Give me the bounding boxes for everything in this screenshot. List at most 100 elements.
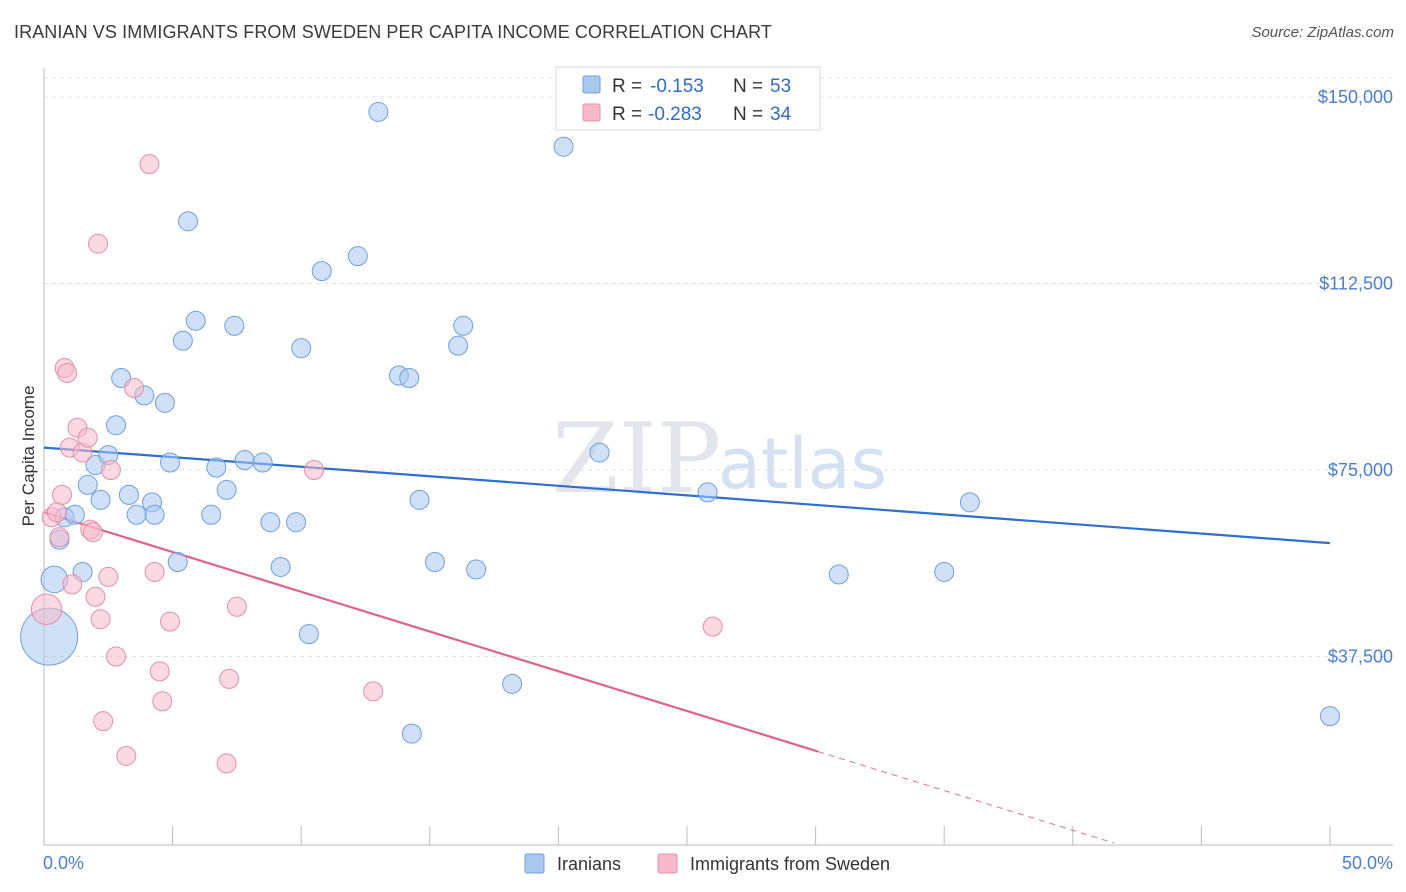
point-sweden: [90, 609, 111, 630]
legend-r-label: R =: [612, 76, 642, 97]
x-tick-label-max: 50.0%: [1342, 853, 1393, 873]
watermark-zip: ZIP: [552, 403, 721, 515]
point-sweden: [160, 611, 181, 632]
legend-swatch-iranians: [582, 75, 601, 94]
point-iranians: [178, 211, 199, 232]
point-iranians: [106, 415, 127, 436]
point-sweden: [144, 561, 165, 582]
point-sweden: [62, 574, 83, 595]
point-iranians: [502, 673, 523, 694]
x-tick-label-min: 0.0%: [43, 853, 84, 873]
point-iranians: [298, 624, 319, 645]
point-sweden: [88, 233, 109, 254]
point-iranians: [291, 338, 312, 359]
point-sweden: [93, 711, 114, 732]
point-iranians: [959, 492, 980, 513]
point-sweden: [52, 484, 73, 505]
y-tick-label: $75,000: [1328, 460, 1393, 480]
point-iranians: [206, 457, 227, 478]
point-iranians: [448, 335, 469, 356]
point-sweden: [85, 586, 106, 607]
point-iranians: [697, 482, 718, 503]
point-sweden: [49, 527, 70, 548]
legend-label-sweden: Immigrants from Sweden: [690, 854, 890, 874]
point-iranians: [828, 564, 849, 585]
legend-r-value: -0.153: [650, 76, 704, 97]
y-tick-label: $112,500: [1319, 274, 1393, 294]
point-sweden: [226, 596, 247, 617]
point-iranians: [77, 474, 98, 495]
point-iranians: [368, 101, 389, 122]
trend-line: [43, 511, 819, 753]
point-iranians: [234, 450, 255, 471]
legend-top: R = -0.153 N = 53 R = -0.283 N = 34: [555, 66, 821, 131]
point-sweden: [116, 745, 137, 766]
point-sweden: [702, 616, 723, 637]
grid-lines: [44, 77, 1393, 657]
point-iranians: [154, 392, 175, 413]
point-iranians: [401, 723, 422, 744]
legend-n-value: 53: [770, 76, 791, 97]
y-axis-title: Per Capita Income: [19, 386, 38, 527]
legend-label-iranians: Iranians: [557, 854, 621, 874]
point-iranians: [286, 512, 307, 533]
point-iranians: [589, 442, 610, 463]
point-iranians: [160, 452, 181, 473]
trend-line-extension: [817, 750, 1115, 844]
point-sweden: [219, 668, 240, 689]
point-sweden: [82, 522, 103, 543]
y-tick-label: $37,500: [1328, 647, 1393, 667]
point-sweden: [98, 566, 119, 587]
source-label: Source: ZipAtlas.com: [1251, 24, 1394, 41]
point-sweden: [46, 502, 67, 523]
legend-n-label: N =: [733, 104, 763, 125]
legend-r-label: R =: [612, 104, 642, 125]
legend-swatch-iranians: [524, 853, 545, 874]
point-sweden: [124, 377, 145, 398]
point-iranians: [90, 489, 111, 510]
legend-n-value: 34: [770, 104, 792, 125]
point-sweden: [77, 427, 98, 448]
y-tick-labels: $37,500 $75,000 $112,500 $150,000: [1318, 87, 1393, 667]
point-sweden: [139, 154, 160, 175]
point-iranians: [424, 552, 445, 573]
point-sweden: [100, 460, 121, 480]
point-iranians: [347, 246, 368, 267]
point-sweden: [363, 681, 384, 702]
point-iranians: [934, 561, 955, 582]
point-sweden: [149, 661, 170, 682]
point-iranians: [224, 315, 245, 336]
point-iranians: [216, 479, 237, 500]
legend-swatch-sweden: [582, 103, 601, 122]
point-sweden: [304, 460, 325, 480]
point-iranians: [167, 552, 188, 573]
x-tick-labels: 0.0% 50.0%: [43, 853, 1393, 873]
axes: [43, 68, 1393, 846]
legend-swatch-sweden: [657, 853, 678, 874]
point-iranians: [185, 310, 206, 331]
point-sweden: [216, 753, 237, 774]
point-iranians: [453, 315, 474, 336]
chart-title: IRANIAN VS IMMIGRANTS FROM SWEDEN PER CA…: [14, 22, 772, 42]
point-iranians: [466, 559, 487, 580]
point-iranians: [553, 136, 574, 157]
point-iranians: [311, 261, 332, 282]
point-iranians: [118, 484, 139, 505]
point-sweden: [57, 363, 78, 384]
point-sweden: [30, 593, 63, 625]
y-tick-label: $150,000: [1318, 87, 1393, 107]
point-iranians: [172, 330, 193, 351]
point-iranians: [201, 504, 222, 525]
point-sweden: [106, 646, 127, 667]
legend-r-value: -0.283: [648, 104, 702, 125]
point-iranians: [260, 512, 281, 533]
point-iranians: [252, 452, 273, 473]
watermark-atlas: atlas: [718, 423, 887, 505]
data-points: [20, 101, 1340, 774]
point-iranians: [126, 504, 147, 525]
legend-n-label: N =: [733, 76, 763, 97]
point-iranians: [1320, 706, 1340, 727]
point-iranians: [399, 367, 420, 388]
point-iranians: [64, 504, 85, 525]
